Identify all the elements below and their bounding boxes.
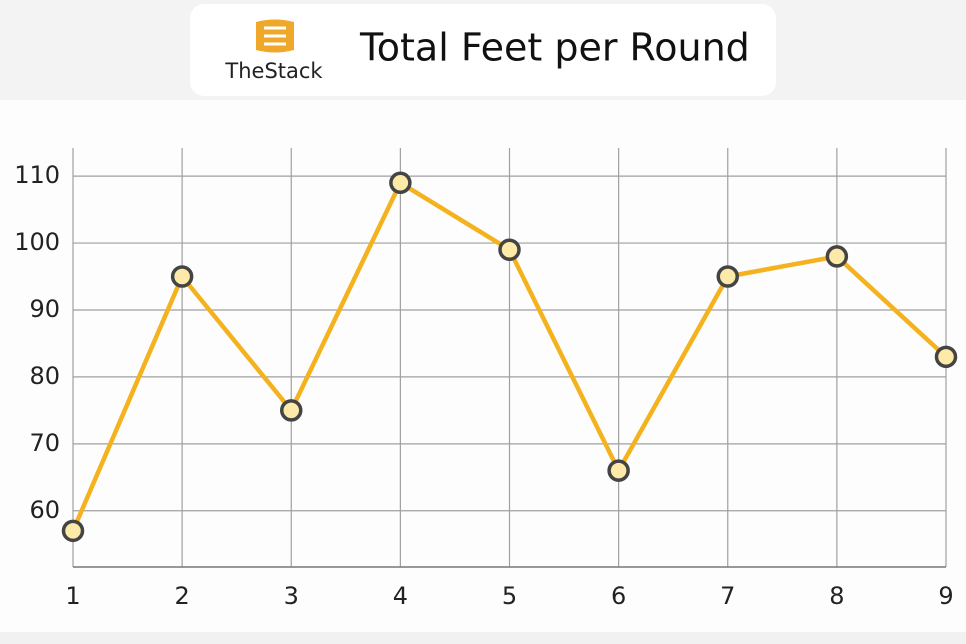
logo-icon (256, 19, 294, 53)
x-tick-label: 9 (938, 582, 953, 610)
footer-band (0, 632, 966, 644)
x-tick-label: 6 (611, 582, 626, 610)
point (170, 265, 194, 288)
x-tick-label: 1 (65, 582, 80, 610)
x-tick-label: 4 (393, 582, 408, 610)
x-tick-label: 3 (284, 582, 299, 610)
header-box (190, 4, 776, 96)
y-tick-label: 100 (14, 228, 60, 256)
x-tick-label: 5 (502, 582, 517, 610)
y-tick-label: 60 (29, 496, 60, 524)
point (607, 459, 630, 482)
point (61, 519, 85, 543)
point (389, 171, 412, 195)
logo-text: TheStack (224, 59, 323, 83)
plot: 60 70 80 90 100 110 1 2 3 4 5 6 7 8 9 (14, 148, 958, 610)
point (825, 245, 849, 268)
x-tick-label: 2 (174, 582, 189, 610)
point (280, 399, 303, 422)
y-tick-label: 90 (29, 295, 60, 323)
point (716, 265, 739, 288)
x-tick-label: 7 (720, 582, 735, 610)
y-tick-label: 110 (14, 161, 60, 189)
point (934, 345, 958, 369)
point (498, 238, 521, 261)
y-tick-label: 70 (29, 429, 60, 457)
chart-title: Total Feet per Round (359, 26, 750, 70)
x-tick-label: 8 (829, 582, 844, 610)
y-tick-label: 80 (29, 362, 60, 390)
